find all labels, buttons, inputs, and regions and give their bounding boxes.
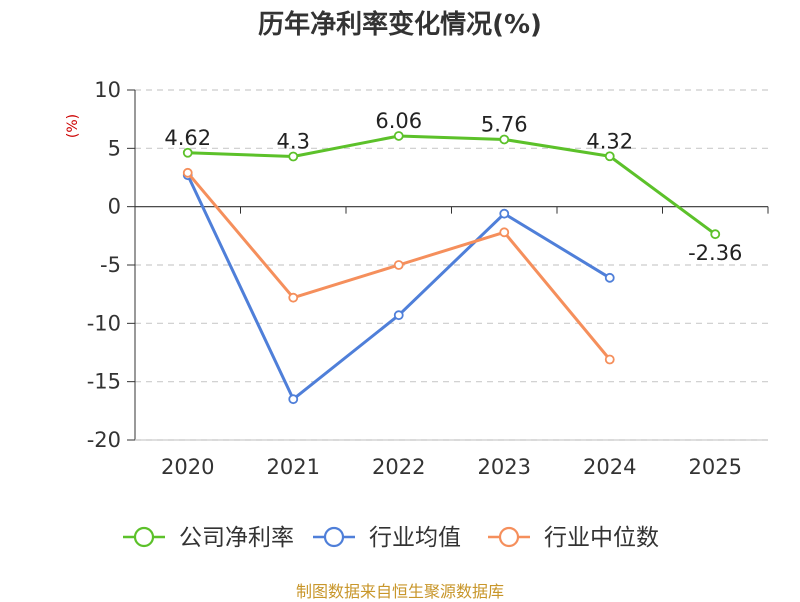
data-label: 5.76	[481, 112, 528, 136]
data-point[interactable]	[288, 151, 299, 162]
data-point[interactable]	[604, 354, 615, 365]
y-tick-label: 0	[108, 195, 121, 219]
legend-item[interactable]: 行业中位数	[488, 525, 659, 551]
source-note: 制图数据来自恒生聚源数据库	[295, 582, 504, 601]
x-tick-label: 2021	[267, 455, 320, 479]
x-tick-label: 2020	[161, 455, 214, 479]
data-point[interactable]	[182, 147, 193, 158]
data-point[interactable]	[288, 292, 299, 303]
data-label: 6.06	[375, 109, 422, 133]
legend-label: 行业中位数	[544, 525, 659, 551]
data-label: 4.32	[586, 129, 633, 153]
y-tick-label: -20	[87, 428, 121, 452]
data-label-layer: 4.62 4.3 6.06 5.76 4.32 -2.36	[164, 109, 742, 265]
y-tick-label: 5	[108, 136, 121, 160]
legend-marker	[133, 526, 155, 548]
chart-title: 历年净利率变化情况(%)	[258, 10, 542, 40]
x-tick-label: 2022	[372, 455, 425, 479]
x-tick-label: 2024	[583, 455, 636, 479]
series-layer	[182, 131, 721, 405]
y-tick-label: -5	[100, 253, 121, 277]
legend[interactable]: 公司净利率 行业均值 行业中位数	[123, 525, 659, 551]
legend-item[interactable]: 公司净利率	[123, 525, 294, 551]
series-line	[187, 134, 717, 236]
legend-label: 行业均值	[369, 525, 461, 551]
axis-layer: 10 5 0 -5 -10 -15 -20 2020 2021 2022 2023 2024 2025	[87, 78, 769, 479]
x-tick-label: 2025	[689, 455, 742, 479]
data-label: 4.3	[277, 130, 310, 154]
data-point[interactable]	[393, 310, 404, 321]
data-point[interactable]	[499, 208, 510, 219]
data-point[interactable]	[604, 151, 615, 162]
data-point[interactable]	[499, 134, 510, 145]
data-label: 4.62	[164, 126, 211, 150]
legend-item[interactable]: 行业均值	[313, 525, 461, 551]
data-point[interactable]	[288, 394, 299, 405]
y-axis-label: (%)	[65, 114, 81, 138]
data-label: -2.36	[688, 241, 742, 265]
legend-label: 公司净利率	[179, 525, 294, 551]
data-point[interactable]	[182, 167, 193, 178]
y-tick-label: 10	[94, 78, 121, 102]
x-tick-label: 2023	[478, 455, 531, 479]
data-point[interactable]	[393, 260, 404, 270]
y-tick-label: -10	[87, 311, 121, 335]
data-point[interactable]	[499, 227, 510, 238]
data-point[interactable]	[393, 131, 404, 141]
data-point[interactable]	[710, 229, 721, 240]
legend-marker	[323, 526, 345, 548]
series-line	[186, 174, 611, 401]
legend-marker	[498, 526, 520, 548]
data-point[interactable]	[604, 272, 615, 283]
y-tick-label: -15	[87, 370, 121, 394]
